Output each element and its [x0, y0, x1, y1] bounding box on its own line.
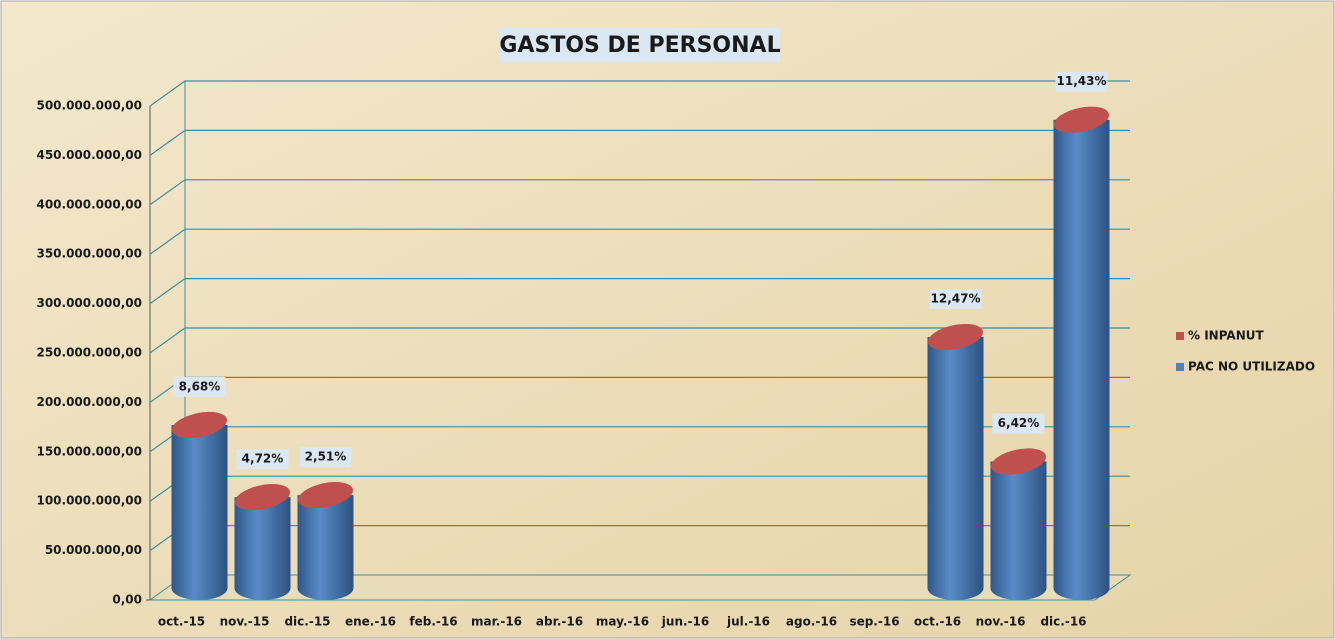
data-label: 11,43% [1057, 74, 1107, 88]
x-tick-label: oct.-16 [914, 615, 961, 629]
x-tick-label: oct.-15 [158, 615, 205, 629]
legend-label: PAC NO UTILIZADO [1188, 360, 1315, 374]
data-label: 12,47% [931, 292, 981, 306]
data-label-box [992, 413, 1045, 434]
title-box [500, 28, 780, 62]
x-tick-label: jun.-16 [661, 615, 709, 629]
chart-title: GASTOS DE PERSONAL [499, 33, 780, 58]
y-tick-label: 250.000.000,00 [36, 346, 142, 360]
y-tick-label: 150.000.000,00 [36, 444, 142, 458]
legend-swatch [1176, 332, 1184, 340]
x-tick-label: dic.-15 [284, 615, 330, 629]
cylinder [1053, 119, 1110, 601]
cylinder [297, 495, 354, 600]
data-label: 6,42% [998, 416, 1040, 430]
grid-line [149, 129, 1130, 156]
y-tick-label: 350.000.000,00 [36, 247, 142, 261]
x-tick-label: abr.-16 [536, 615, 583, 629]
cylinder-cap [297, 482, 354, 509]
cylinder-cap [171, 411, 228, 439]
x-tick-label: feb.-16 [409, 615, 457, 629]
data-label: 4,72% [242, 452, 284, 466]
x-tick-label: jul.-16 [726, 615, 770, 629]
cylinder [171, 424, 228, 600]
data-label-box [173, 376, 226, 397]
data-label: 8,68% [179, 379, 221, 393]
data-label-box [299, 447, 352, 468]
cylinder [927, 337, 984, 600]
grid-line [149, 80, 1130, 107]
grid-line [149, 327, 1130, 354]
x-tick-label: sep.-16 [849, 615, 899, 629]
data-label-box [929, 289, 982, 310]
x-tick-label: ago.-16 [786, 615, 837, 629]
cylinder-cap [1053, 106, 1110, 133]
data-label: 2,51% [305, 450, 347, 464]
y-tick-label: 100.000.000,00 [36, 494, 142, 508]
x-tick-label: ene.-16 [345, 615, 396, 629]
cylinder-cap [990, 448, 1047, 475]
cylinder [234, 497, 291, 600]
cylinder [990, 461, 1047, 600]
y-tick-label: 400.000.000,00 [36, 197, 142, 211]
data-label-box [1055, 71, 1108, 92]
grid-line [149, 228, 1130, 255]
y-tick-label: 450.000.000,00 [36, 148, 142, 162]
x-tick-label: nov.-15 [220, 615, 270, 629]
x-tick-label: nov.-16 [976, 615, 1026, 629]
data-label-box [236, 449, 289, 470]
y-tick-label: 500.000.000,00 [36, 99, 142, 113]
y-tick-label: 50.000.000,00 [45, 543, 142, 557]
grid-line [149, 179, 1130, 206]
y-tick-label: 300.000.000,00 [36, 296, 142, 310]
cylinder-cap [234, 484, 291, 511]
x-tick-label: may.-16 [596, 615, 649, 629]
y-tick-label: 200.000.000,00 [36, 395, 142, 409]
grid-line [149, 278, 1130, 305]
legend-swatch [1176, 363, 1184, 371]
x-tick-label: dic.-16 [1040, 615, 1086, 629]
legend-label: % INPANUT [1188, 329, 1264, 343]
y-tick-label: 0,00 [112, 593, 142, 607]
cylinder-cap [927, 323, 984, 351]
x-tick-label: mar.-16 [471, 615, 522, 629]
